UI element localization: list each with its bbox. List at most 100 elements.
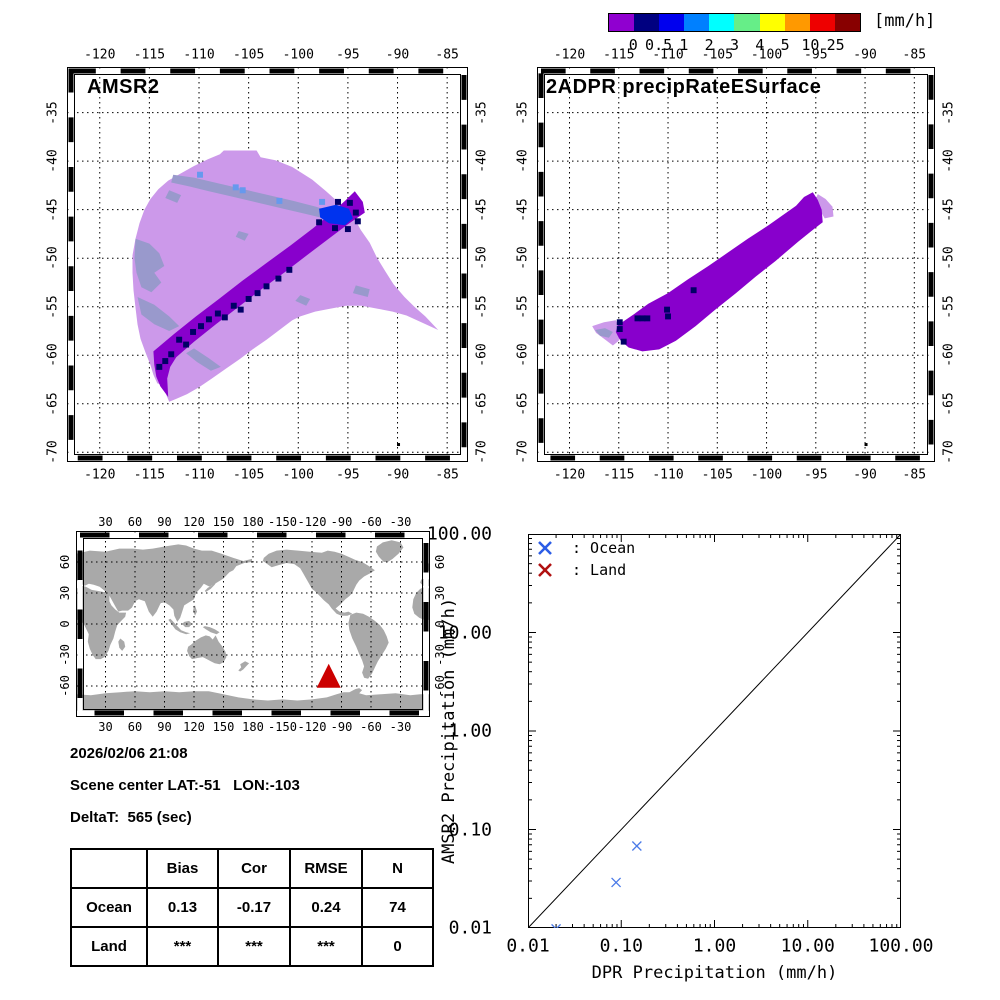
data-pixel [263,283,270,290]
map-lat-tick-label-right: -40 [941,149,957,173]
landmass [262,549,375,616]
map-lon-tick-label-top: -115 [603,47,635,63]
dpr-panel-title: 2ADPR precipRateESurface [546,76,822,98]
map-lon-tick-label-bottom: -85 [902,467,927,483]
world-gridlines [76,531,430,717]
map-lon-tick-label-top: -105 [232,47,265,63]
colorbar-tick-label: 5 [780,36,790,54]
stats-header-rmse: RMSE [289,848,363,889]
map-lat-tick-label-left: -35 [45,100,61,125]
world-lon-tick-label-bottom: 120 [183,720,205,734]
data-pixel [221,314,228,321]
scatter-y-tick-label: 10.00 [437,622,492,643]
data-pixel [275,275,282,282]
scatter-x-axis-title: DPR Precipitation (mm/h) [591,963,838,983]
map-lon-tick-label-top: -120 [553,47,586,63]
colorbar-tick-label: 0.5 [645,36,673,54]
map-lon-tick-label-top: -95 [336,47,360,63]
gray-patch [186,348,221,371]
info-scene-center: Scene center LAT:-51 LON:-103 [70,777,300,794]
colorbar-tick-label: 3 [729,36,740,54]
scatter-y-tick-label: 1.00 [448,720,492,742]
map-lon-tick-label-bottom: -110 [183,467,215,483]
data-pixel [332,225,338,232]
gray-patch [295,295,311,306]
colorbar-tick-label: 10 [801,36,820,54]
data-pixel [232,184,239,191]
stats-value: *** [217,926,291,967]
stats-value: 0.24 [289,887,363,928]
frame-outer [76,531,430,717]
amsr2-panel-title: AMSR2 [87,76,160,98]
colorbar-segment-6 [759,14,785,31]
colorbar-segment-9 [834,14,860,31]
map-lon-tick-label-top: -90 [385,47,410,63]
map-lat-tick-label-right: -60 [474,343,490,367]
scatter-y-tick-label: 100.00 [426,523,492,545]
map-lon-tick-label-top: -105 [701,47,733,63]
amsr2-map-panel [67,67,468,462]
map-gridlines [537,67,935,462]
scatter-y-tick-label: 0.01 [448,917,492,939]
map-lat-tick-label-right: -35 [474,100,490,125]
colorbar-segment-7 [784,14,810,31]
map-lat-tick-label-left: -40 [45,149,61,173]
data-pixel [183,341,190,348]
data-pixel [197,171,203,178]
map-lat-tick-label-left: -60 [45,343,61,367]
stats-header-bias: Bias [146,848,219,889]
data-pixel [176,336,183,343]
stats-value: 0 [361,926,434,967]
map-lon-tick-label-top: -90 [853,47,877,63]
data-pixel [620,338,627,345]
data-pixel [239,187,246,194]
map-lon-tick-label-bottom: -85 [435,467,459,483]
map-lat-tick-label-right: -40 [474,149,490,173]
data-pixel [276,197,283,204]
scatter-plot: : Ocean: Land [528,534,901,928]
landmass [187,635,227,665]
world-lon-tick-label-bottom: 180 [242,720,264,734]
data-pixel [190,328,197,335]
frame-inner [74,74,461,455]
data-pixel [616,326,623,332]
stats-row-ocean: Ocean 0.13 -0.17 0.24 74 [70,887,434,928]
data-pixel [334,198,341,205]
map-lat-tick-label-left: -45 [45,197,61,222]
data-point-ocean [631,841,642,851]
world-land [76,540,430,711]
legend-marker-land [538,563,552,577]
world-lon-tick-label-bottom: -30 [389,720,412,734]
landmass [204,577,219,592]
amsr2-swath-trace [132,150,439,402]
scatter-y-tick-label: 0.10 [448,819,492,840]
frame-outer [67,67,468,462]
data-pixel [237,306,244,313]
map-lon-tick-label-bottom: -90 [385,467,410,483]
world-lon-tick-label-bottom: 90 [157,720,172,734]
stats-row-label: Ocean [70,887,148,928]
data-pixel [644,315,651,322]
world-lon-tick-label-top: -60 [360,515,382,529]
data-pixel [214,310,221,317]
colorbar-unit-label: [mm/h] [874,11,936,31]
world-lat-tick-label-left: 60 [58,554,72,570]
map-lat-tick-label-right: -45 [941,197,957,222]
world-lat-tick-label-right: 60 [433,554,447,570]
data-point-ocean [611,877,622,888]
identity-line [528,534,901,928]
world-lat-tick-label-left: 0 [58,620,72,628]
map-lat-tick-label-left: -70 [45,440,61,465]
world-lon-tick-label-bottom: -60 [360,720,382,734]
stats-value: -0.17 [217,887,291,928]
world-lat-tick-label-left: 30 [58,585,72,601]
map-lon-tick-label-top: -110 [183,47,215,63]
small-data-dot [397,443,401,447]
stats-value: 74 [361,887,434,928]
data-pixel [168,351,175,358]
world-lat-tick-label-left: -30 [58,644,72,666]
world-map [76,531,430,717]
colorbar-segment-4 [709,14,735,31]
data-pixel [230,302,237,309]
map-lat-tick-label-left: -70 [515,440,531,465]
